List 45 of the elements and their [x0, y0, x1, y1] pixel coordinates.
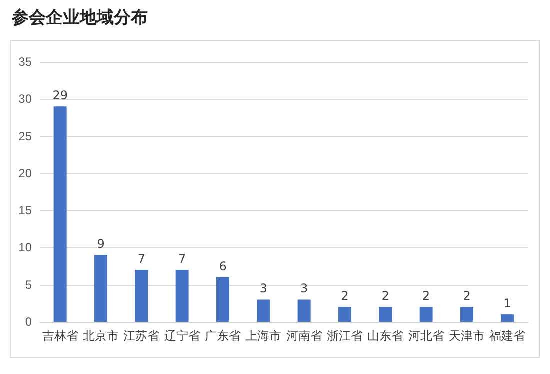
x-tick-label: 上海市 — [246, 329, 282, 343]
x-tick-label: 北京市 — [83, 329, 119, 343]
x-tick-label: 河北省 — [408, 329, 444, 343]
bar — [176, 270, 189, 322]
bar — [298, 300, 311, 322]
bar — [257, 300, 270, 322]
y-tick-label: 20 — [18, 166, 32, 180]
x-tick-label: 河南省 — [286, 329, 322, 343]
y-tick-label: 10 — [18, 240, 32, 255]
data-label: 2 — [382, 289, 390, 304]
x-tick-label: 天津市 — [449, 329, 485, 343]
bar — [460, 307, 474, 322]
data-label: 6 — [219, 259, 227, 274]
x-tick-label: 山东省 — [368, 329, 404, 343]
bar — [216, 277, 230, 322]
y-tick-label: 25 — [18, 129, 32, 144]
x-tick-label: 江苏省 — [124, 329, 160, 343]
bar — [379, 307, 392, 322]
x-tick-label: 浙江省 — [327, 329, 363, 343]
bar — [135, 270, 148, 322]
data-label: 2 — [341, 289, 349, 304]
data-label: 3 — [260, 282, 268, 296]
x-tick-label: 福建省 — [490, 329, 526, 343]
bar — [501, 314, 514, 322]
x-tick-label: 辽宁省 — [164, 329, 200, 343]
y-tick-label: 30 — [18, 92, 32, 106]
data-label: 3 — [300, 282, 308, 296]
data-label: 7 — [178, 252, 186, 266]
data-label: 1 — [504, 296, 512, 311]
y-tick-label: 15 — [18, 204, 32, 218]
y-tick-label: 0 — [25, 315, 32, 329]
y-tick-label: 5 — [25, 278, 32, 292]
bar — [420, 307, 433, 322]
data-label: 29 — [52, 88, 68, 103]
data-label: 7 — [138, 252, 146, 266]
bar — [54, 106, 67, 322]
x-tick-label: 吉林省 — [42, 329, 78, 343]
chart-title: 参会企业地域分布 — [12, 7, 148, 29]
y-tick-label: 35 — [18, 55, 32, 69]
bar — [338, 307, 352, 322]
data-label: 2 — [463, 289, 471, 304]
data-label: 9 — [97, 237, 105, 252]
data-label: 2 — [422, 289, 430, 304]
x-tick-label: 广东省 — [205, 329, 241, 343]
bar — [94, 255, 108, 322]
